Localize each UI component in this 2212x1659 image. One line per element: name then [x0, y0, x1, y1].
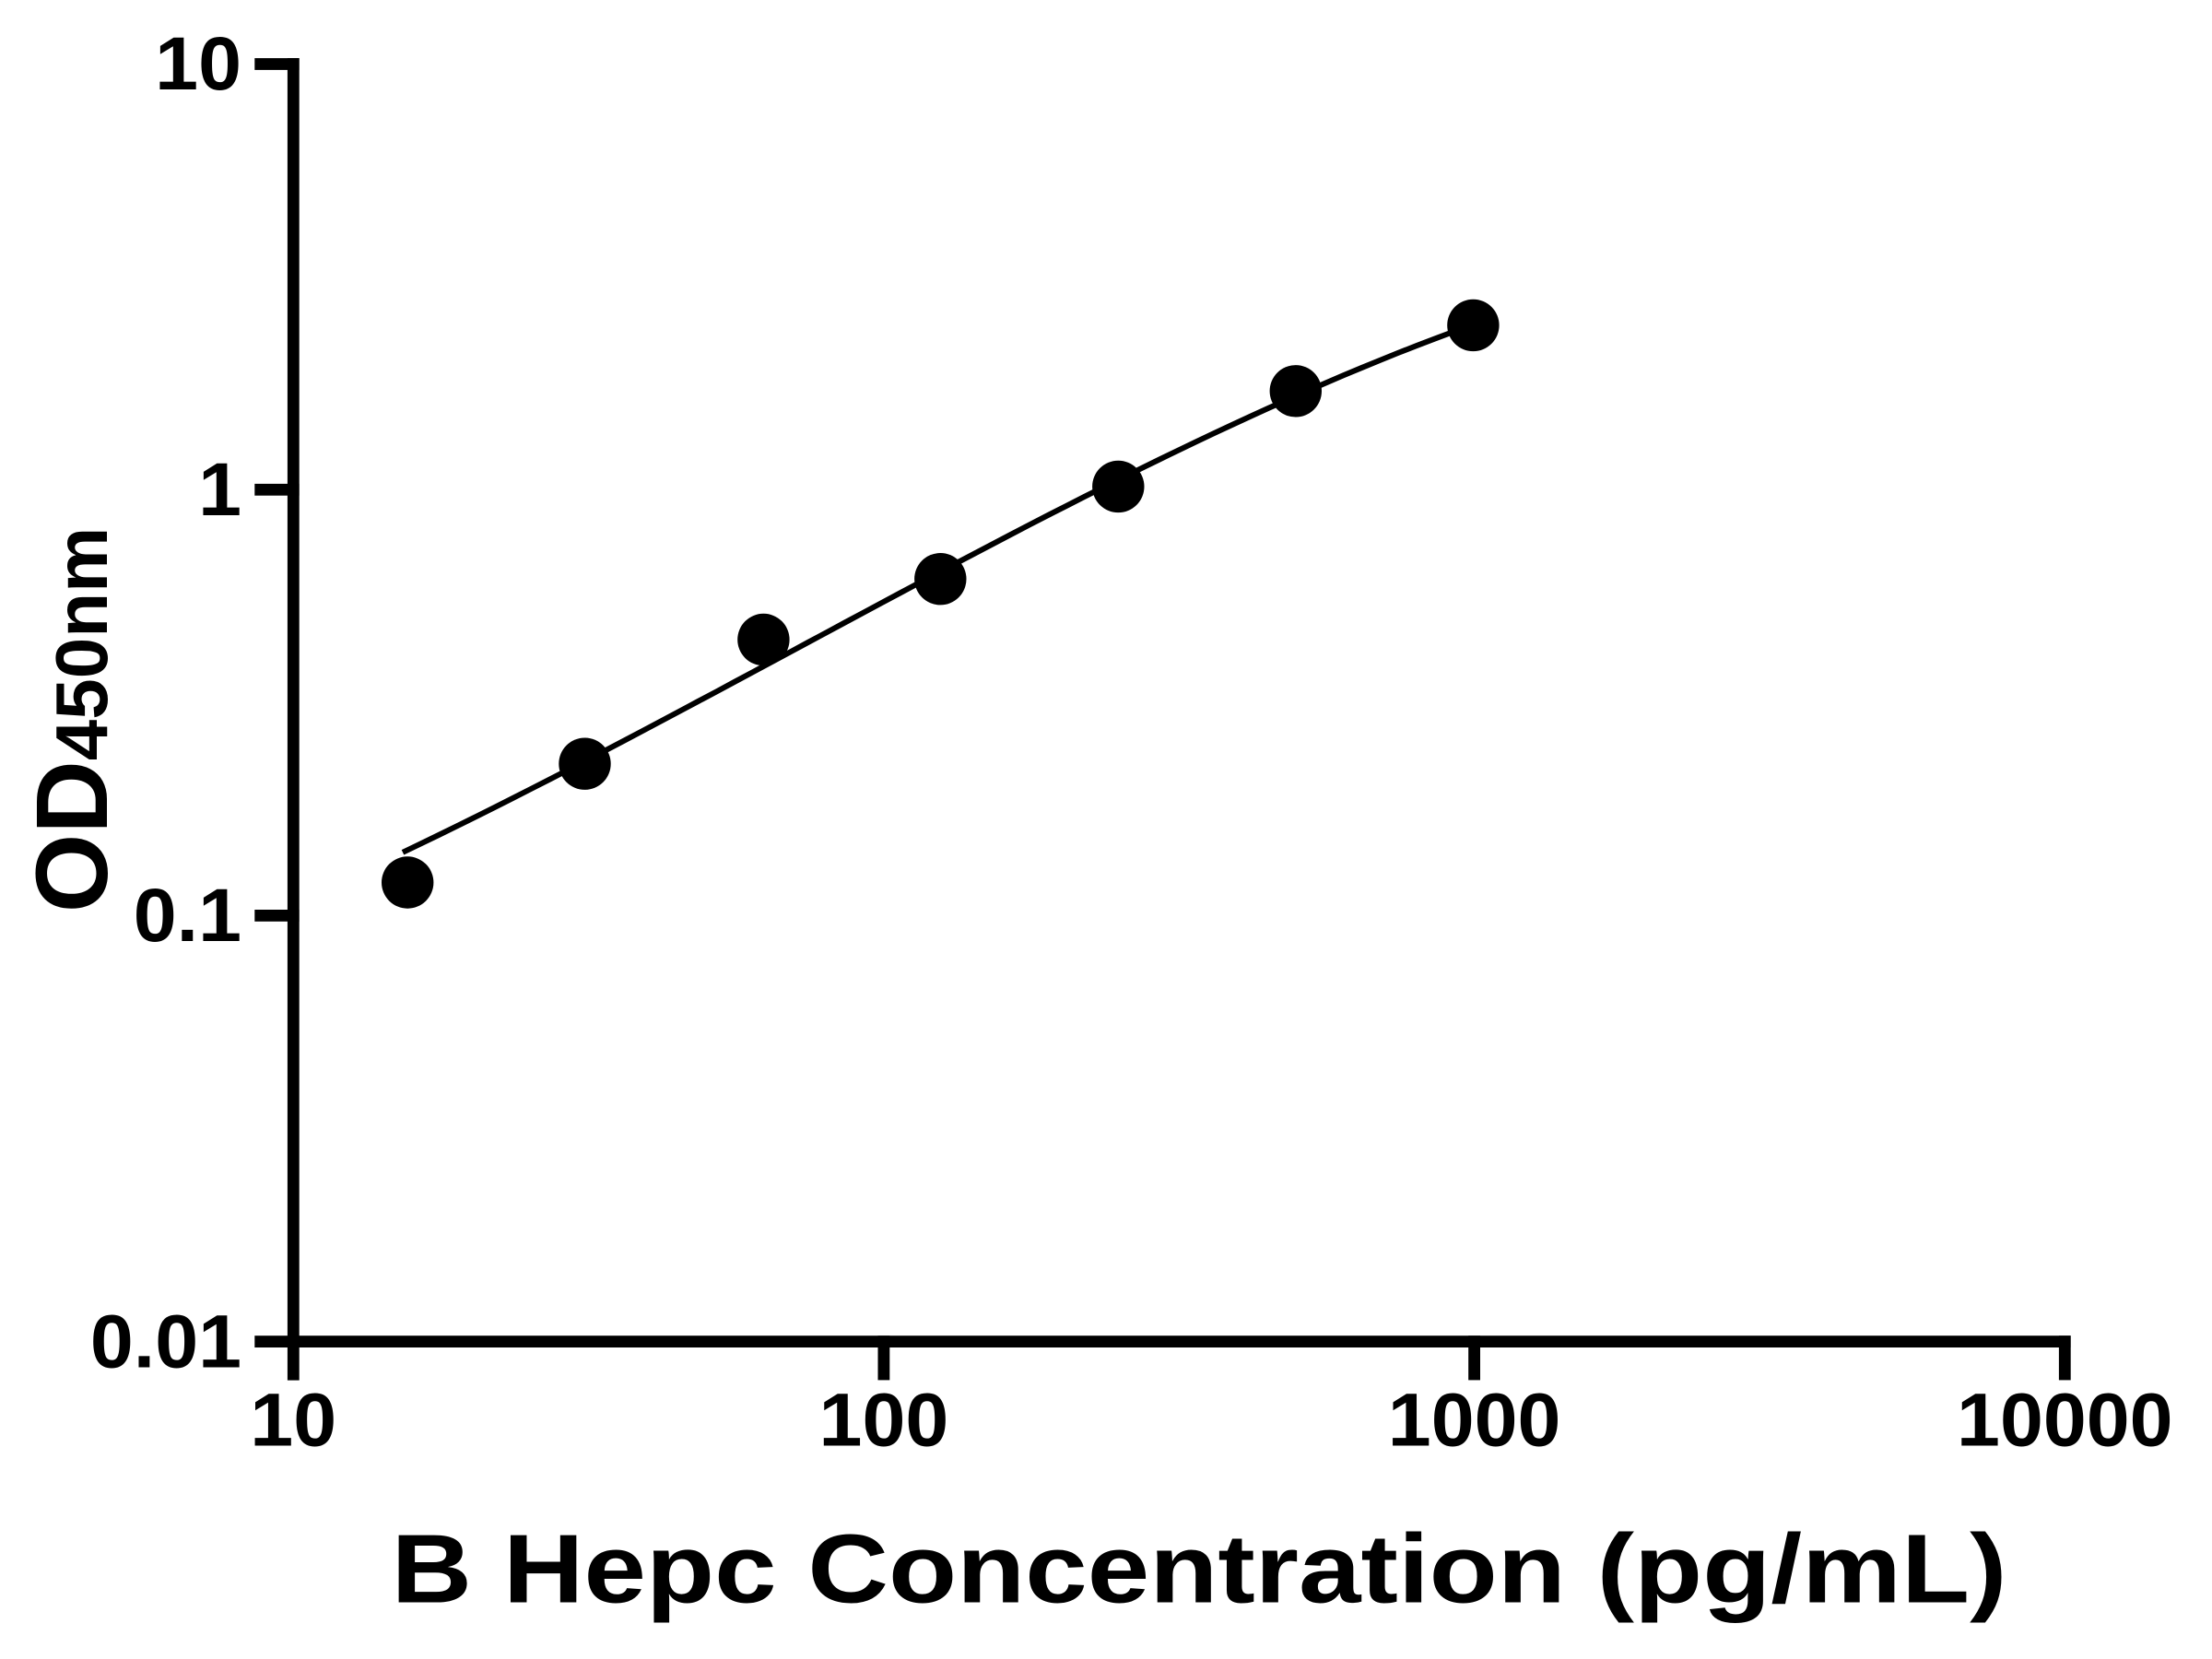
svg-text:0.01: 0.01: [90, 1300, 241, 1383]
svg-text:100: 100: [819, 1378, 949, 1462]
svg-text:0.1: 0.1: [134, 874, 241, 958]
svg-text:B Hepc Concentration (pg/mL): B Hepc Concentration (pg/mL): [391, 1515, 2006, 1624]
svg-text:10: 10: [155, 21, 241, 105]
svg-text:1000: 1000: [1388, 1378, 1561, 1462]
svg-text:1: 1: [198, 447, 241, 531]
svg-text:10000: 10000: [1957, 1378, 2173, 1462]
svg-text:10: 10: [250, 1378, 336, 1462]
